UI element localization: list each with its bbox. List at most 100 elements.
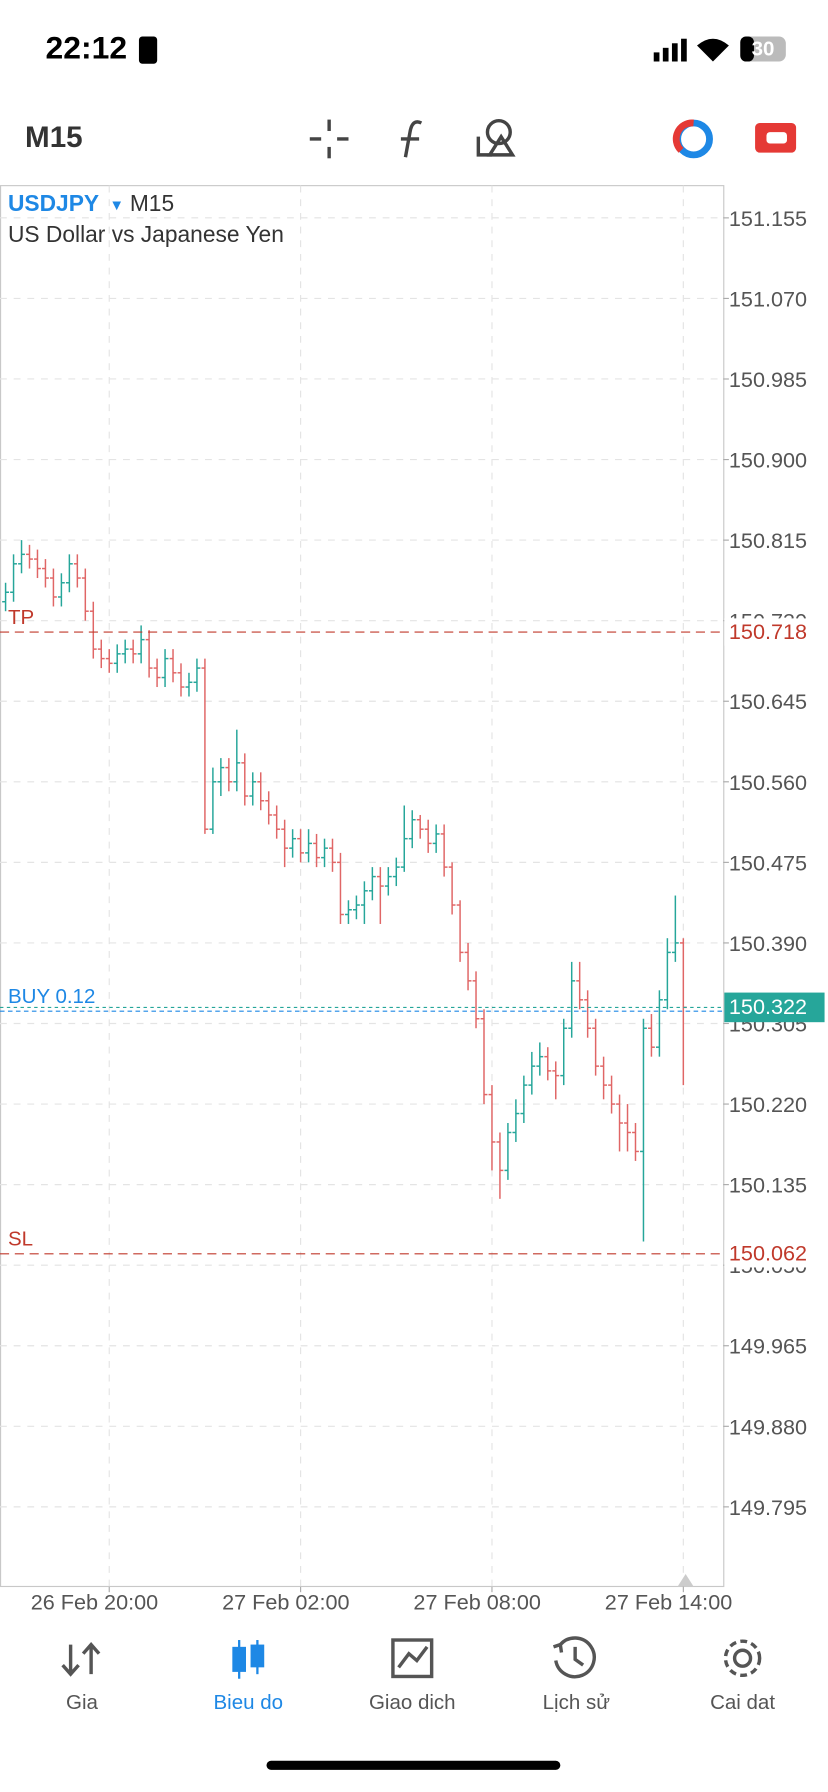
ohlc-bar [34,549,41,579]
ohlc-bar [520,1075,528,1124]
ohlc-bar [169,649,177,683]
ohlc-bar [663,938,671,1010]
ohlc-bar [392,857,400,887]
signal-icon [653,38,687,62]
nav-label[interactable]: Bieu do [214,1691,284,1714]
y-tick-label: 150.815 [729,528,807,553]
nav-icon [723,1639,762,1678]
ohlc-bar [281,819,289,868]
ohlc-bar [89,601,97,659]
symbol-dropdown[interactable]: ▼ [109,198,124,214]
ohlc-bar [464,942,472,991]
ohlc-bar [161,649,169,688]
battery-level [740,36,754,62]
ohlc-bar [376,867,384,924]
level-name: TP [8,606,34,629]
ohlc-bar [353,895,360,920]
x-tick-label: 27 Feb 02:00 [222,1589,349,1614]
x-tick-label: 27 Feb 14:00 [605,1589,732,1614]
nav-label[interactable]: Cai dat [710,1691,775,1714]
ohlc-bar [10,554,17,602]
ohlc-bar [313,833,320,868]
scroll-marker [677,1573,694,1587]
objects-button[interactable] [476,119,516,157]
ohlc-bar [337,852,344,924]
ohlc-bar [360,881,368,924]
y-tick-label: 150.645 [729,689,807,714]
ohlc-bar [113,644,121,673]
ohlc-bar [416,814,424,839]
nav-icon [552,1636,596,1679]
ohlc-bar [528,1051,536,1095]
level-price: 150.718 [729,619,807,644]
ohlc-bar [624,1104,631,1152]
ohlc-bar [241,753,249,806]
nav-icon [391,1638,434,1679]
ohlc-bar [592,1018,600,1076]
ohlc-bar [536,1042,544,1076]
ohlc-bar [26,544,33,569]
ohlc-bar [177,663,185,697]
status-icon [138,36,158,64]
x-tick-label: 27 Feb 08:00 [413,1589,540,1614]
symbol-description: US Dollar vs Japanese Yen [8,221,284,247]
indicators-button[interactable] [400,120,423,158]
wifi-icon [697,38,729,62]
y-tick-label: 150.390 [729,931,807,956]
ohlc-bar [488,1085,496,1171]
ohlc-bar [600,1056,608,1100]
ohlc-bar [185,672,193,697]
ohlc-bar [496,1132,504,1199]
ohlc-bar [137,625,145,664]
ohlc-bar [249,772,257,806]
y-tick-label: 150.475 [729,850,807,875]
ohlc-bar [400,805,408,872]
timeframe-button[interactable]: M15 [25,121,83,154]
chart-frame [0,185,725,1588]
crosshair-button[interactable] [309,119,349,159]
ohlc-bar [65,554,73,593]
ohlc-bar [440,824,448,877]
ohlc-bar [368,867,376,901]
account-button-accent [672,119,694,153]
ohlc-bar [225,758,233,792]
ohlc-bar [129,639,137,664]
nav-label[interactable]: Lịch sử [543,1691,611,1714]
ohlc-bar [568,961,576,1038]
symbol[interactable]: USDJPY [8,190,99,216]
ohlc-bar [42,559,49,588]
level-price-bg [724,1240,828,1268]
y-tick-label: 150.220 [729,1092,807,1117]
ohlc-bar [432,824,440,853]
ohlc-bar [329,838,336,872]
ohlc-bar [576,961,584,1010]
ohlc-bar [73,554,81,588]
ohlc-bar [480,1009,488,1105]
ohlc-bar [233,729,241,792]
ohlc-bar [201,658,209,834]
ohlc-bar [265,791,273,825]
level-name: SL [8,1228,33,1251]
home-indicator [266,1760,561,1770]
y-tick-label: 150.135 [729,1173,807,1198]
nav-label[interactable]: Giao dich [369,1691,456,1714]
level-price: 150.062 [729,1241,807,1266]
price-tag-label: 150.322 [729,994,807,1019]
nav-icon [61,1641,101,1677]
nav-label[interactable]: Gia [66,1691,99,1714]
ohlc-bar [512,1099,520,1142]
ohlc-bar [217,758,225,797]
ohlc-bar [209,767,217,834]
ohlc-bar [552,1061,560,1100]
ohlc-bar [97,639,105,669]
ohlc-bar [345,900,352,924]
ohlc-bar [448,862,456,915]
ohlc-bar [504,1123,512,1180]
ohlc-bar [584,990,592,1038]
ohlc-bar [456,900,464,962]
ohlc-bar [18,540,25,574]
y-tick-label: 151.155 [729,206,807,231]
ohlc-bar [472,971,480,1029]
